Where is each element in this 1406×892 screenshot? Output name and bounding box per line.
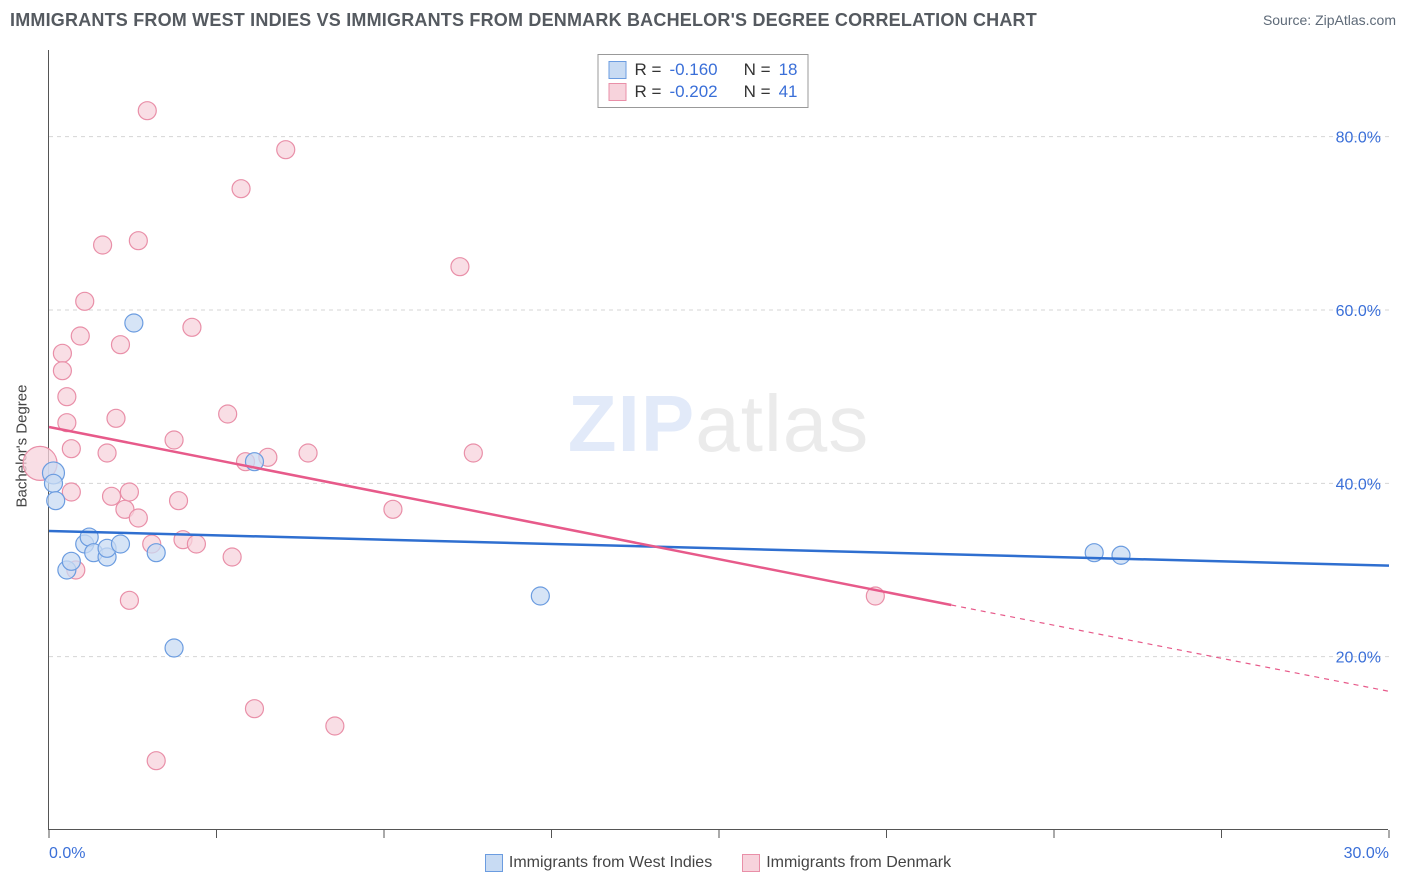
stats-row-west-indies: R = -0.160 N = 18 bbox=[609, 59, 798, 81]
swatch-west-indies bbox=[609, 61, 627, 79]
source-label: Source: bbox=[1263, 12, 1315, 28]
n-value-denmark: 41 bbox=[779, 82, 798, 102]
stats-row-denmark: R = -0.202 N = 41 bbox=[609, 81, 798, 103]
svg-text:0.0%: 0.0% bbox=[49, 845, 85, 862]
legend-label-denmark: Immigrants from Denmark bbox=[766, 854, 951, 872]
r-value-denmark: -0.202 bbox=[669, 82, 717, 102]
n-label: N = bbox=[744, 82, 771, 102]
swatch-denmark bbox=[609, 83, 627, 101]
legend-item-west-indies: Immigrants from West Indies bbox=[485, 854, 712, 872]
source-attribution: Source: ZipAtlas.com bbox=[1263, 12, 1396, 28]
correlation-stats-box: R = -0.160 N = 18 R = -0.202 N = 41 bbox=[598, 54, 809, 108]
r-value-west-indies: -0.160 bbox=[669, 60, 717, 80]
chart-container: IMMIGRANTS FROM WEST INDIES VS IMMIGRANT… bbox=[0, 0, 1406, 892]
legend-item-denmark: Immigrants from Denmark bbox=[742, 854, 951, 872]
y-axis-label: Bachelor's Degree bbox=[14, 385, 31, 508]
r-label: R = bbox=[635, 60, 662, 80]
legend-bottom: Immigrants from West Indies Immigrants f… bbox=[48, 848, 1388, 878]
svg-text:30.0%: 30.0% bbox=[1344, 845, 1389, 862]
plot-area: 20.0%40.0%60.0%80.0%0.0%30.0% ZIPatlas bbox=[48, 50, 1388, 830]
source-name: ZipAtlas.com bbox=[1315, 12, 1396, 28]
legend-label-west-indies: Immigrants from West Indies bbox=[509, 854, 712, 872]
legend-swatch-denmark bbox=[742, 854, 760, 872]
svg-text:40.0%: 40.0% bbox=[1336, 476, 1381, 493]
chart-title: IMMIGRANTS FROM WEST INDIES VS IMMIGRANT… bbox=[10, 10, 1037, 31]
svg-text:20.0%: 20.0% bbox=[1336, 650, 1381, 667]
n-value-west-indies: 18 bbox=[779, 60, 798, 80]
svg-text:80.0%: 80.0% bbox=[1336, 130, 1381, 147]
title-bar: IMMIGRANTS FROM WEST INDIES VS IMMIGRANT… bbox=[0, 0, 1406, 40]
legend-swatch-west-indies bbox=[485, 854, 503, 872]
chart-svg: 20.0%40.0%60.0%80.0%0.0%30.0% bbox=[49, 50, 1389, 830]
n-label: N = bbox=[744, 60, 771, 80]
svg-text:60.0%: 60.0% bbox=[1336, 303, 1381, 320]
r-label: R = bbox=[635, 82, 662, 102]
